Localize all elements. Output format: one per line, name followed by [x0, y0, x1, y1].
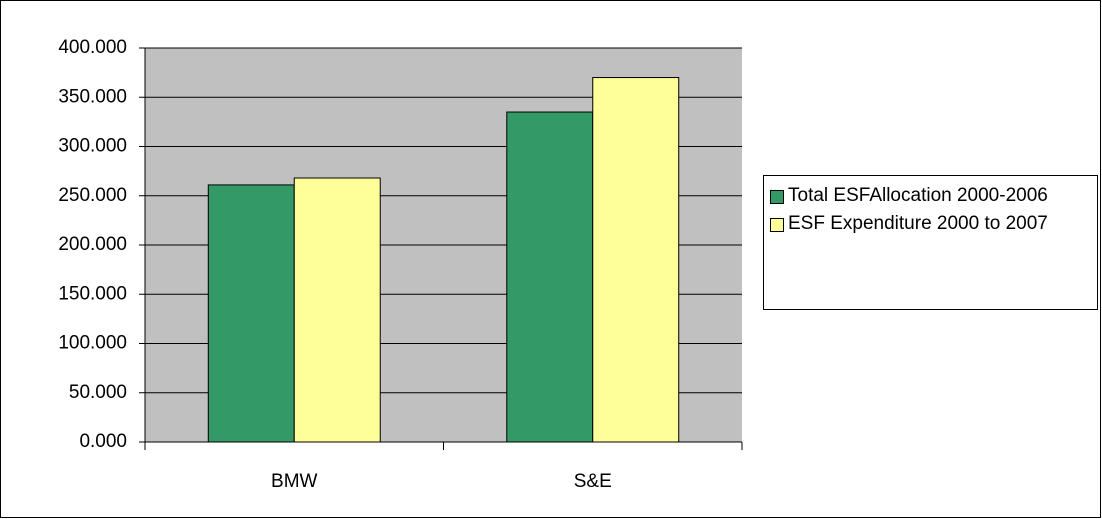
y-tick-label: 200.000 [58, 234, 127, 255]
y-tick-label: 150.000 [58, 283, 127, 304]
bar [592, 77, 680, 443]
y-tick-label: 350.000 [58, 86, 127, 107]
y-tick-label: 100.000 [58, 333, 127, 354]
y-tick-label: 50.000 [69, 382, 127, 403]
x-tick-label: BMW [271, 471, 318, 492]
y-tick-label: 400.000 [58, 37, 127, 58]
y-tick-label: 250.000 [58, 185, 127, 206]
bar [293, 177, 381, 443]
legend-swatch [770, 218, 784, 232]
bar [506, 111, 594, 443]
legend-label: ESF Expenditure 2000 to 2007 [788, 213, 1048, 234]
legend-label: Total ESFAllocation 2000-2006 [788, 185, 1048, 206]
y-tick-label: 0.000 [79, 431, 127, 452]
legend-item: ESF Expenditure 2000 to 2007 [770, 212, 1091, 236]
bar [207, 184, 295, 443]
legend: Total ESFAllocation 2000-2006 ESF Expendi… [763, 175, 1098, 310]
legend-swatch [770, 190, 784, 204]
legend-item: Total ESFAllocation 2000-2006 [770, 184, 1091, 208]
x-tick-label: S&E [574, 471, 612, 492]
y-tick-label: 300.000 [58, 136, 127, 157]
